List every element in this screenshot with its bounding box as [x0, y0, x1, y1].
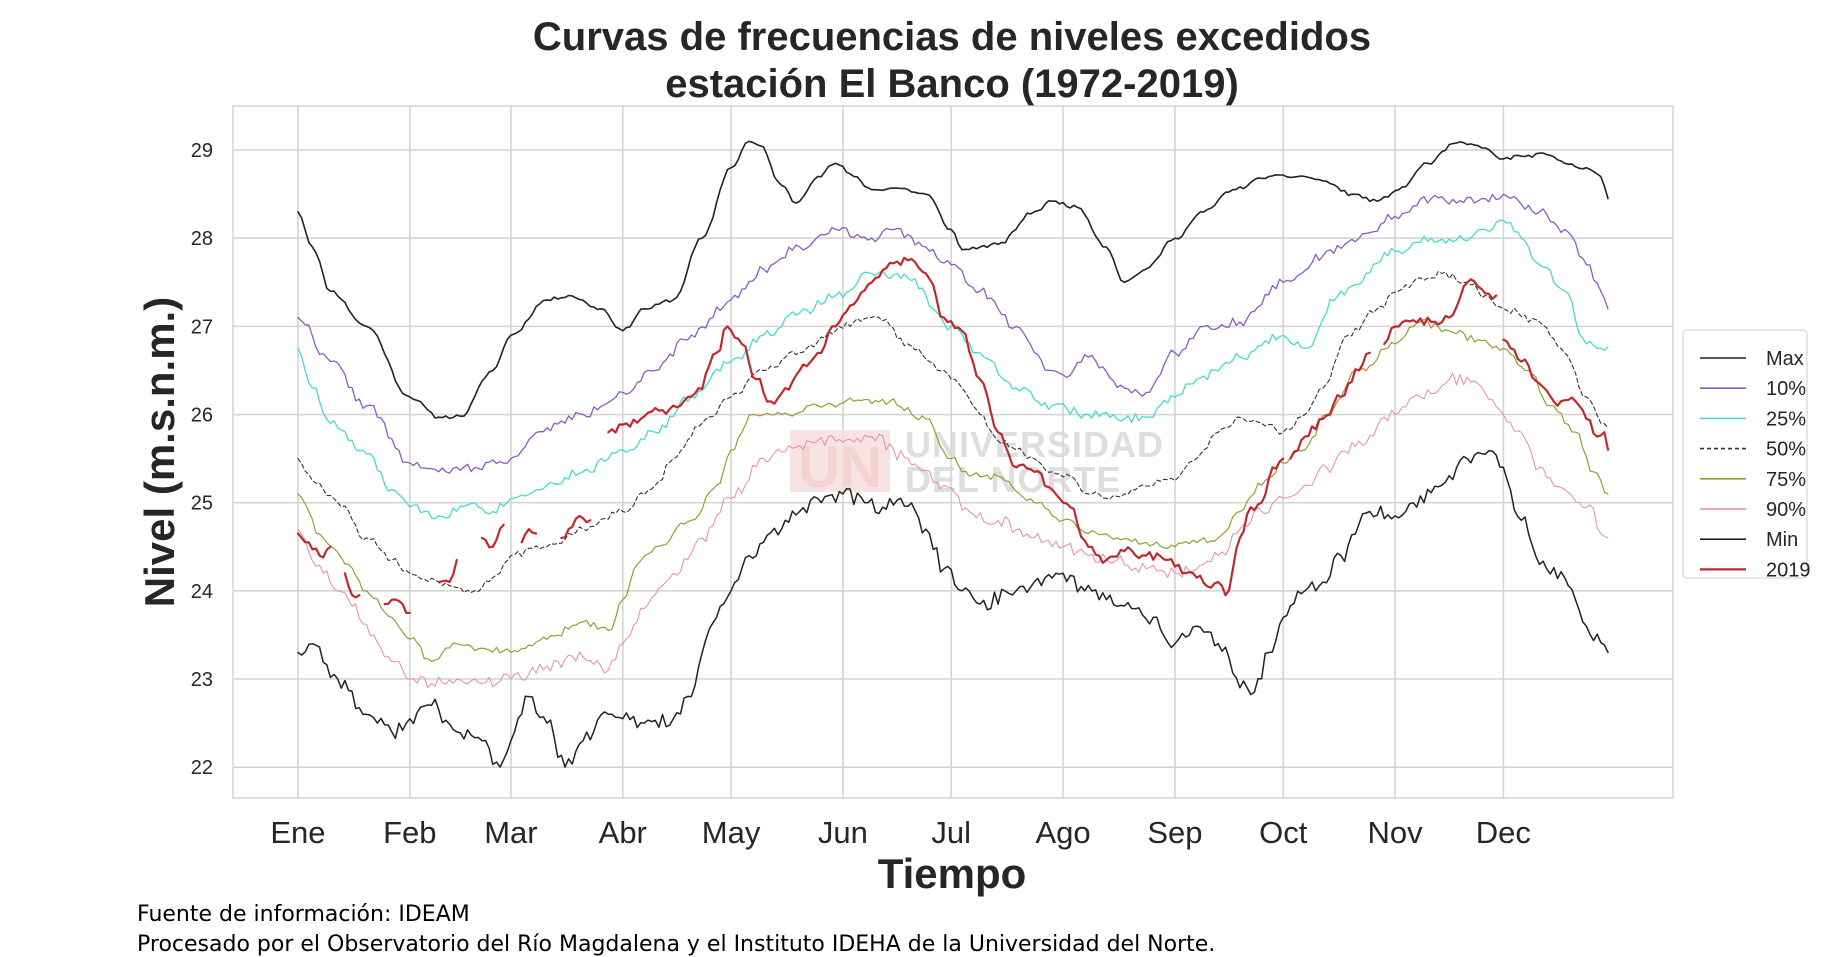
source-note-line-1: Fuente de información: IDEAM [137, 902, 470, 927]
legend-label-75pct: 75% [1766, 469, 1806, 491]
source-note-line-2: Procesado por el Observatorio del Río Ma… [137, 932, 1216, 957]
y-tick-labels: 22 23 24 25 26 27 28 29 [191, 140, 213, 779]
series-90pct-line [297, 372, 1609, 689]
chart-title-line-1: Curvas de frecuencias de niveles excedid… [533, 15, 1371, 59]
y-axis-label: Nivel (m.s.n.m.) [136, 297, 183, 607]
legend-label-50pct: 50% [1766, 439, 1806, 461]
series-layer [296, 140, 1610, 768]
series-2019-line-7 [560, 514, 592, 539]
series-10pct-line [297, 193, 1609, 474]
legend: Max 10% 25% 50% 75% 90% Min 2019 [1682, 329, 1811, 581]
series-2019-line-10 [1383, 278, 1498, 346]
series-2019-line-1 [296, 532, 332, 559]
x-tick-label-abr: Abr [599, 815, 647, 850]
series-10pct [297, 193, 1609, 474]
series-50pct-line [297, 270, 1609, 594]
x-tick-label-feb: Feb [383, 815, 436, 850]
watermark-logo-text: UN [798, 435, 882, 500]
legend-label-90pct: 90% [1766, 499, 1806, 521]
series-max-line [297, 140, 1609, 420]
legend-box [1682, 329, 1808, 579]
x-tick-label-ago: Ago [1035, 815, 1090, 850]
series-2019-line-3 [383, 598, 411, 614]
legend-item-10pct: 10% [1700, 378, 1806, 400]
chart-title: Curvas de frecuencias de niveles excedid… [533, 15, 1371, 106]
series-75pct [297, 318, 1609, 662]
plot-area [232, 105, 1674, 799]
legend-label-25pct: 25% [1766, 408, 1806, 430]
series-2019-line-8 [607, 256, 1285, 597]
series-max [297, 140, 1609, 420]
legend-label-2019: 2019 [1766, 559, 1811, 581]
y-tick-label-28: 28 [191, 228, 213, 250]
y-tick-label-26: 26 [191, 405, 213, 427]
x-tick-label-sep: Sep [1147, 815, 1202, 850]
y-tick-label-23: 23 [191, 669, 213, 691]
legend-label-10pct: 10% [1766, 378, 1806, 400]
legend-item-75pct: 75% [1700, 469, 1806, 491]
series-2019-line-4 [437, 558, 458, 584]
x-tick-labels: Ene Feb Mar Abr May Jun Jul Ago Sep Oct Nov Dec [270, 815, 1531, 850]
legend-item-50pct: 50% [1700, 439, 1806, 461]
x-tick-label-oct: Oct [1259, 815, 1308, 850]
legend-item-2019: 2019 [1700, 559, 1811, 581]
x-tick-label-jul: Jul [931, 815, 971, 850]
series-75pct-line [297, 318, 1609, 662]
series-2019 [296, 256, 1610, 614]
y-tick-label-22: 22 [191, 757, 213, 779]
y-tick-label-24: 24 [191, 581, 213, 603]
series-90pct [297, 372, 1609, 689]
y-tick-label-25: 25 [191, 493, 213, 515]
x-tick-label-may: May [702, 815, 761, 850]
legend-item-min: Min [1700, 529, 1798, 551]
series-2019-line-6 [520, 528, 538, 544]
x-tick-label-jun: Jun [818, 815, 868, 850]
series-min [297, 449, 1609, 768]
x-tick-label-mar: Mar [484, 815, 537, 850]
y-tick-label-27: 27 [191, 316, 213, 338]
legend-item-25pct: 25% [1700, 408, 1806, 430]
series-2019-line-2 [343, 572, 361, 599]
legend-label-min: Min [1766, 529, 1798, 551]
series-min-line [297, 449, 1609, 768]
x-tick-label-ene: Ene [270, 815, 325, 850]
x-tick-label-dec: Dec [1476, 815, 1531, 850]
series-2019-line-11 [1502, 338, 1610, 451]
x-tick-label-nov: Nov [1368, 815, 1424, 850]
chart-title-line-2: estación El Banco (1972-2019) [665, 62, 1239, 106]
legend-item-max: Max [1700, 348, 1804, 370]
series-2019-line-5 [480, 523, 505, 549]
series-2019-line-9 [1289, 351, 1371, 460]
legend-label-max: Max [1766, 348, 1804, 370]
legend-item-90pct: 90% [1700, 499, 1806, 521]
y-tick-label-29: 29 [191, 140, 213, 162]
series-50pct [297, 270, 1609, 594]
x-axis-label: Tiempo [878, 850, 1027, 897]
